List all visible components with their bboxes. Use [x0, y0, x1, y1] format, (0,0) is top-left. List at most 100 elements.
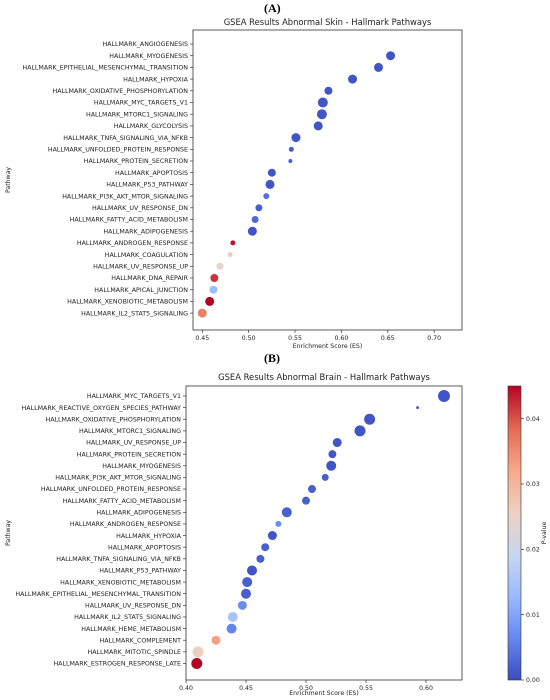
data-point — [205, 296, 215, 306]
data-point — [192, 646, 204, 658]
y-tick-label: HALLMARK_MTORC1_SIGNALING — [79, 428, 181, 435]
y-tick-label: HALLMARK_UNFOLDED_PROTEIN_RESPONSE — [48, 147, 188, 154]
y-tick-label: HALLMARK_XENOBIOTIC_METABOLISM — [67, 299, 188, 306]
y-tick-label: HALLMARK_TNFA_SIGNALING_VIA_NFKB — [63, 135, 188, 142]
y-tick-label: HALLMARK_PI3K_AKT_MTOR_SIGNALING — [62, 193, 188, 200]
colorbar-tick-label: 0.04 — [526, 416, 540, 423]
plot-frame — [185, 385, 463, 681]
data-point — [302, 496, 310, 505]
y-tick-label: HALLMARK_UV_RESPONSE_UP — [86, 440, 181, 447]
data-point — [317, 97, 328, 108]
y-tick-label: HALLMARK_TNFA_SIGNALING_VIA_NFKB — [56, 556, 181, 563]
data-point — [313, 121, 323, 131]
y-tick-label: HALLMARK_UV_RESPONSE_DN — [85, 603, 181, 610]
x-tick-label: 0.55 — [288, 335, 302, 342]
y-tick-label: HALLMARK_COAGULATION — [105, 252, 189, 259]
y-tick-label: HALLMARK_UV_RESPONSE_DN — [92, 205, 188, 212]
data-point — [256, 554, 265, 563]
y-tick-label: HALLMARK_OXIDATIVE_PHOSPHORYLATION — [45, 416, 181, 423]
y-tick-label: HALLMARK_EPITHELIAL_MESENCHYMAL_TRANSITI… — [22, 65, 188, 72]
x-tick-label: 0.70 — [427, 335, 441, 342]
x-tick-label: 0.45 — [239, 685, 253, 692]
y-tick-label: HALLMARK_P53_PATHWAY — [99, 568, 181, 575]
x-tick-label: 0.55 — [359, 685, 373, 692]
y-tick-label: HALLMARK_OXIDATIVE_PHOSPHORYLATION — [52, 88, 188, 95]
y-tick-label: HALLMARK_MYOGENESIS — [109, 53, 188, 60]
y-tick-label: HALLMARK_PROTEIN_SECRETION — [84, 158, 189, 165]
y-axis-label: Pathway — [5, 520, 12, 546]
y-tick-label: HALLMARK_REACTIVE_OXYGEN_SPECIES_PATHWAY — [22, 405, 182, 412]
y-tick-label: HALLMARK_MTORC1_SIGNALING — [86, 111, 188, 118]
data-point — [354, 425, 366, 437]
x-axis-label: Enrichment Score (ES) — [289, 690, 359, 697]
data-point — [255, 204, 263, 212]
colorbar-label: P-value — [541, 522, 548, 545]
data-point — [326, 460, 337, 471]
y-tick-label: HALLMARK_APOPTOSIS — [115, 170, 188, 177]
data-point — [227, 252, 233, 258]
data-point — [211, 635, 221, 645]
data-point — [265, 179, 275, 189]
data-point — [209, 285, 218, 294]
data-point — [308, 485, 316, 494]
panel-label-a: (A) — [264, 1, 281, 15]
data-point — [288, 159, 293, 163]
y-tick-label: HALLMARK_PI3K_AKT_MTOR_SIGNALING — [55, 475, 181, 482]
data-point — [263, 193, 270, 200]
data-point — [288, 146, 294, 152]
data-point — [247, 226, 257, 236]
colorbar-tick-label: 0.02 — [526, 547, 540, 554]
x-tick-label: 0.60 — [335, 335, 349, 342]
y-tick-label: HALLMARK_MITOTIC_SPINDLE — [88, 649, 182, 656]
x-axis-label: Enrichment Score (ES) — [293, 343, 363, 350]
data-point — [216, 262, 224, 270]
y-tick-label: HALLMARK_IL2_STAT5_SIGNALING — [81, 310, 188, 317]
y-tick-label: HALLMARK_ADIPOGENESIS — [96, 510, 181, 517]
y-tick-label: HALLMARK_ANGIOGENESIS — [102, 41, 188, 48]
data-point — [251, 216, 259, 223]
y-tick-label: HALLMARK_UV_RESPONSE_UP — [93, 264, 188, 271]
data-point — [197, 308, 207, 318]
data-point — [226, 623, 237, 634]
y-tick-label: HALLMARK_DNA_REPAIR — [111, 275, 188, 282]
chart-brain: GSEA Results Abnormal Brain - Hallmark P… — [5, 372, 463, 697]
y-axis-label: Pathway — [5, 167, 12, 193]
x-tick-label: 0.45 — [195, 335, 209, 342]
y-tick-label: HALLMARK_FATTY_ACID_METABOLISM — [63, 498, 181, 505]
data-point — [348, 74, 358, 84]
x-tick-label: 0.50 — [299, 685, 313, 692]
data-point — [324, 86, 333, 95]
data-point — [261, 543, 270, 552]
y-tick-label: HALLMARK_ANDROGEN_RESPONSE — [77, 240, 188, 247]
y-tick-label: HALLMARK_MYC_TARGETS_V1 — [94, 100, 188, 107]
chart-skin: GSEA Results Abnormal Skin - Hallmark Pa… — [5, 17, 463, 350]
data-point — [328, 450, 337, 459]
colorbar-tick-label: 0.01 — [526, 612, 540, 619]
y-tick-label: HALLMARK_HYPOXIA — [116, 533, 182, 540]
y-tick-label: HALLMARK_IL2_STAT5_SIGNALING — [74, 614, 181, 621]
chart-title: GSEA Results Abnormal Skin - Hallmark Pa… — [224, 17, 432, 27]
y-tick-label: HALLMARK_P53_PATHWAY — [106, 182, 188, 189]
y-tick-label: HALLMARK_ANDROGEN_RESPONSE — [70, 521, 181, 528]
y-tick-label: HALLMARK_APOPTOSIS — [108, 544, 181, 551]
y-tick-label: HALLMARK_HYPOXIA — [123, 76, 189, 83]
chart-title: GSEA Results Abnormal Brain - Hallmark P… — [218, 372, 430, 382]
data-point — [275, 520, 282, 527]
x-tick-label: 0.50 — [242, 335, 256, 342]
y-tick-label: HALLMARK_EPITHELIAL_MESENCHYMAL_TRANSITI… — [15, 591, 181, 598]
data-point — [241, 588, 251, 599]
colorbar: 0.00 0.01 0.02 0.03 0.04 P-value — [507, 385, 548, 684]
y-tick-label: HALLMARK_MYOGENESIS — [102, 463, 181, 470]
data-point — [237, 600, 247, 610]
data-point — [291, 133, 301, 143]
data-point — [316, 109, 327, 120]
data-point — [267, 168, 276, 177]
data-point — [386, 51, 396, 61]
y-tick-label: HALLMARK_XENOBIOTIC_METABOLISM — [60, 579, 181, 586]
y-tick-label: HALLMARK_MYC_TARGETS_V1 — [87, 393, 181, 400]
y-tick-label: HALLMARK_APICAL_JUNCTION — [94, 287, 188, 294]
data-point — [230, 240, 236, 246]
y-tick-label: HALLMARK_ADIPOGENESIS — [103, 228, 188, 235]
data-point — [438, 390, 450, 402]
